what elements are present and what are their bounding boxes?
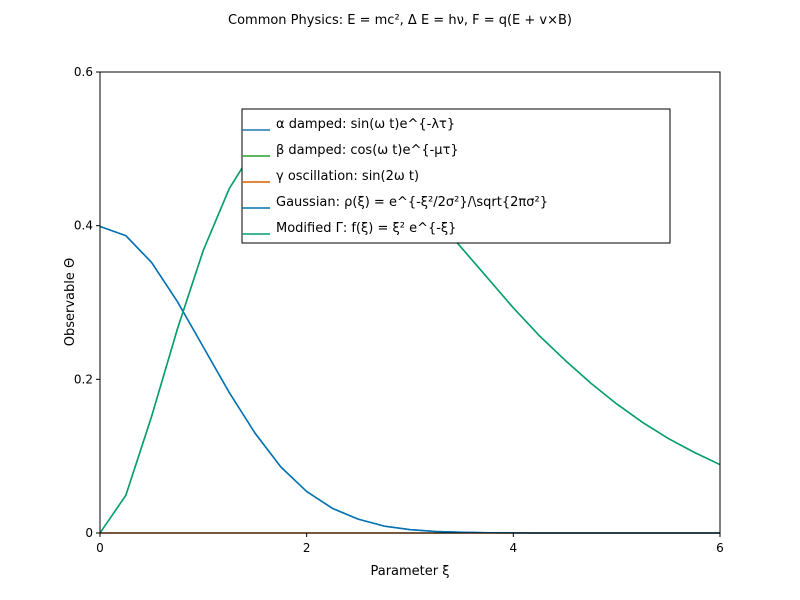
x-axis: 0 2 4 6 — [96, 533, 724, 555]
x-tick-label: 2 — [303, 541, 311, 555]
x-axis-label: Parameter ξ — [370, 564, 449, 579]
x-tick-label: 4 — [510, 541, 518, 555]
y-tick-label: 0.6 — [74, 65, 93, 79]
chart-title: Common Physics: E = mc², Δ E = hν, F = q… — [228, 13, 572, 28]
x-tick-label: 6 — [716, 541, 724, 555]
legend-entries: α damped: sin(ω t)e^{-λτ} β damped: cos(ω… — [242, 117, 548, 236]
y-axis: 0 0.2 0.4 0.6 — [74, 65, 100, 540]
x-tick-label: 0 — [96, 541, 104, 555]
y-tick-label: 0.4 — [74, 219, 93, 233]
legend-label-1: α damped: sin(ω t)e^{-λτ} — [276, 117, 455, 132]
legend: α damped: sin(ω t)e^{-λτ} β damped: cos(ω… — [241, 108, 671, 244]
y-tick-label: 0 — [85, 526, 93, 540]
y-axis-label: Observable Θ — [63, 258, 78, 347]
legend-label-2: β damped: cos(ω t)e^{-μτ} — [276, 143, 459, 158]
y-tick-label: 0.2 — [74, 372, 93, 386]
legend-label-4: Gaussian: ρ(ξ) = e^{-ξ²/2σ²}/\sqrt{2πσ²} — [276, 195, 548, 210]
plot-area-frame — [99, 71, 721, 534]
legend-label-3: γ oscillation: sin(2ω t) — [276, 169, 419, 184]
legend-frame — [241, 108, 671, 244]
legend-label-5: Modified Γ: f(ξ) = ξ² e^{-ξ} — [276, 221, 456, 236]
